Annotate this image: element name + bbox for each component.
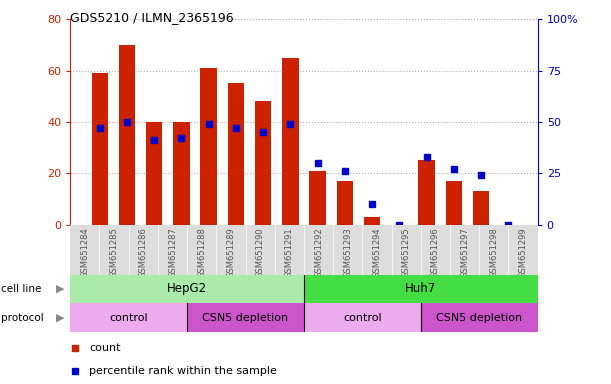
Text: GDS5210 / ILMN_2365196: GDS5210 / ILMN_2365196 <box>70 12 234 25</box>
Bar <box>508 225 538 275</box>
Text: GSM651293: GSM651293 <box>343 227 353 278</box>
Text: GSM651287: GSM651287 <box>168 227 177 278</box>
Text: GSM651299: GSM651299 <box>519 227 527 278</box>
Bar <box>304 225 333 275</box>
Bar <box>309 171 326 225</box>
Bar <box>255 101 271 225</box>
Text: GSM651288: GSM651288 <box>197 227 207 278</box>
Bar <box>421 225 450 275</box>
Bar <box>364 217 380 225</box>
Text: GSM651298: GSM651298 <box>489 227 499 278</box>
Text: GSM651291: GSM651291 <box>285 227 294 278</box>
Text: GSM651290: GSM651290 <box>255 227 265 278</box>
Bar <box>228 83 244 225</box>
Bar <box>473 191 489 225</box>
Text: GSM651294: GSM651294 <box>373 227 381 278</box>
Text: GSM651296: GSM651296 <box>431 227 440 278</box>
Bar <box>158 225 187 275</box>
Text: control: control <box>343 313 382 323</box>
Bar <box>445 181 462 225</box>
Text: GSM651292: GSM651292 <box>314 227 323 278</box>
Bar <box>392 225 421 275</box>
Text: GSM651289: GSM651289 <box>227 227 235 278</box>
Bar <box>337 181 353 225</box>
Text: HepG2: HepG2 <box>167 283 207 295</box>
Bar <box>419 161 434 225</box>
Text: GSM651286: GSM651286 <box>139 227 148 278</box>
Bar <box>275 225 304 275</box>
Bar <box>304 303 421 332</box>
Text: GSM651285: GSM651285 <box>109 227 119 278</box>
Text: Huh7: Huh7 <box>405 283 436 295</box>
Text: protocol: protocol <box>1 313 44 323</box>
Bar <box>216 225 246 275</box>
Bar <box>450 225 479 275</box>
Bar <box>187 225 216 275</box>
Bar <box>479 225 508 275</box>
Bar <box>119 45 135 225</box>
Bar <box>129 225 158 275</box>
Bar <box>100 225 129 275</box>
Text: GSM651297: GSM651297 <box>460 227 469 278</box>
Bar <box>246 225 275 275</box>
Bar <box>421 303 538 332</box>
Text: GSM651284: GSM651284 <box>81 227 89 278</box>
Bar <box>333 225 362 275</box>
Text: control: control <box>109 313 148 323</box>
Text: cell line: cell line <box>1 284 42 294</box>
Text: percentile rank within the sample: percentile rank within the sample <box>89 366 277 376</box>
Text: GSM651295: GSM651295 <box>401 227 411 278</box>
Text: CSN5 depletion: CSN5 depletion <box>202 313 288 323</box>
Bar <box>146 122 163 225</box>
Bar <box>200 68 217 225</box>
Text: ▶: ▶ <box>56 284 64 294</box>
Bar <box>92 73 108 225</box>
Bar <box>282 58 299 225</box>
Bar <box>174 122 189 225</box>
Bar <box>362 225 392 275</box>
Text: ▶: ▶ <box>56 313 64 323</box>
Text: count: count <box>89 343 120 353</box>
Bar <box>70 275 304 303</box>
Text: CSN5 depletion: CSN5 depletion <box>436 313 522 323</box>
Bar <box>187 303 304 332</box>
Bar <box>70 303 187 332</box>
Bar <box>304 275 538 303</box>
Bar <box>70 225 100 275</box>
